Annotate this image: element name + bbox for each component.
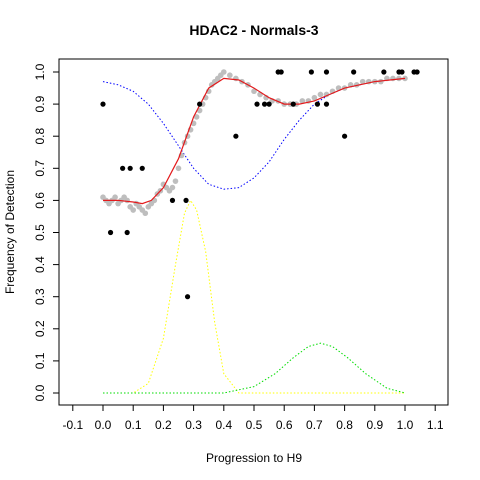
observed-point <box>381 69 387 75</box>
observed-point <box>323 69 330 75</box>
smoothed-point <box>169 184 176 191</box>
observed-point <box>314 101 321 107</box>
observed-point <box>184 294 191 300</box>
x-tick-label: 0.0 <box>95 418 112 432</box>
observed-point <box>120 165 126 171</box>
observed-point <box>197 101 203 107</box>
y-tick-label: 1.0 <box>33 63 47 80</box>
observed-point <box>351 69 357 75</box>
smoothed-point <box>396 75 402 82</box>
observed-point <box>127 165 133 171</box>
y-tick-label: 0.9 <box>33 95 47 112</box>
smoothed-point <box>112 194 118 200</box>
y-tick-label: 0.5 <box>33 224 47 241</box>
green-curve-line <box>103 342 406 394</box>
x-tick-label: 0.8 <box>336 418 353 432</box>
observed-point <box>342 133 348 139</box>
y-tick-label: 0.3 <box>33 288 47 305</box>
x-tick-label: 0.7 <box>306 418 323 432</box>
smoothed-point <box>227 72 233 79</box>
fit-line <box>103 77 406 205</box>
smoothed-point <box>130 207 136 213</box>
observed-point <box>308 69 314 75</box>
y-tick-label: 0.4 <box>33 256 47 273</box>
x-tick-label: 0.4 <box>215 418 232 432</box>
observed-point <box>100 101 106 107</box>
observed-point <box>414 69 420 75</box>
smoothed-point <box>359 78 366 85</box>
smoothed-point <box>251 88 257 95</box>
x-tick-label: 0.3 <box>185 418 202 432</box>
y-tick-label: 0.8 <box>33 128 47 145</box>
x-tick-label: 1.0 <box>397 418 414 432</box>
smoothed-point <box>311 94 318 101</box>
chart-title: HDAC2 - Normals-3 <box>189 22 318 38</box>
smoothed-point <box>221 69 227 75</box>
observed-point <box>183 197 189 203</box>
observed-point <box>124 229 130 236</box>
x-tick-label: -0.1 <box>62 418 83 432</box>
y-tick-label: 0.0 <box>33 384 47 401</box>
observed-point <box>278 69 284 75</box>
observed-point <box>169 197 176 203</box>
observed-point <box>139 165 145 171</box>
y-axis-title: Frequency of Detection <box>3 170 17 294</box>
x-tick-label: 0.2 <box>155 418 172 432</box>
x-tick-label: 0.1 <box>125 418 142 432</box>
x-tick-label: 0.6 <box>276 418 293 432</box>
x-tick-label: 1.1 <box>427 418 444 432</box>
smoothed-point <box>299 98 306 104</box>
y-tick-label: 0.7 <box>33 160 47 177</box>
x-tick-label: 0.9 <box>366 418 383 432</box>
smoothed-point <box>124 197 130 204</box>
smoothed-point <box>172 178 179 184</box>
x-axis-title: Progression to H9 <box>206 451 302 465</box>
y-tick-label: 0.1 <box>33 352 47 369</box>
x-tick-label: 0.5 <box>246 418 263 432</box>
y-tick-label: 0.6 <box>33 192 47 209</box>
observed-point <box>107 229 114 236</box>
blue-curve-line <box>102 77 406 190</box>
observed-point <box>266 101 272 107</box>
observed-point <box>254 101 260 107</box>
observed-point <box>399 69 405 75</box>
smoothed-point <box>317 91 324 98</box>
plot-marks <box>100 69 420 394</box>
smoothed-point <box>142 210 149 217</box>
y-axis: 0.0 0.1 0.2 0.3 0.4 0.5 0.6 0.7 0.8 0.9 1.0 <box>33 63 59 401</box>
observed-point <box>261 101 268 107</box>
observed-point <box>290 101 296 107</box>
y-tick-label: 0.2 <box>33 320 47 337</box>
x-axis: -0.1 0.0 0.1 0.2 0.3 0.4 0.5 0.6 0.7 0.8 0.9 1.0 1.1 <box>62 405 444 432</box>
smoothed-point <box>193 114 200 120</box>
observed-point <box>233 133 239 139</box>
observed-point <box>323 101 330 107</box>
smoothed-point <box>175 165 182 172</box>
yellow-curve-line <box>103 199 405 394</box>
